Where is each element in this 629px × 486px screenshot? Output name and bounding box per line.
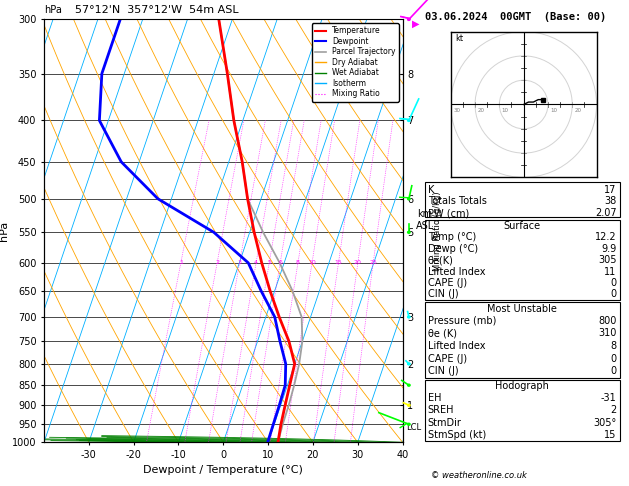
Text: 25: 25 [369, 260, 377, 265]
Text: 20: 20 [354, 260, 362, 265]
Text: 30: 30 [453, 108, 460, 113]
Text: CIN (J): CIN (J) [428, 289, 459, 299]
Text: 0: 0 [610, 289, 616, 299]
Text: 305: 305 [598, 255, 616, 265]
Text: 4: 4 [254, 260, 258, 265]
Text: 0: 0 [610, 354, 616, 364]
Text: 0: 0 [610, 366, 616, 376]
Text: Lifted Index: Lifted Index [428, 266, 485, 277]
Text: 800: 800 [598, 316, 616, 326]
Text: 8: 8 [296, 260, 300, 265]
Text: 10: 10 [502, 108, 509, 113]
Text: Pressure (mb): Pressure (mb) [428, 316, 496, 326]
Text: 6: 6 [278, 260, 282, 265]
Text: StmDir: StmDir [428, 417, 462, 428]
Text: 17: 17 [604, 185, 616, 195]
Text: ▶: ▶ [412, 18, 420, 28]
Legend: Temperature, Dewpoint, Parcel Trajectory, Dry Adiabat, Wet Adiabat, Isotherm, Mi: Temperature, Dewpoint, Parcel Trajectory… [311, 23, 399, 102]
Text: 305°: 305° [593, 417, 616, 428]
Text: Lifted Index: Lifted Index [428, 341, 485, 351]
Text: SREH: SREH [428, 405, 454, 416]
Text: 10: 10 [550, 108, 557, 113]
Text: 15: 15 [335, 260, 342, 265]
Text: 1: 1 [179, 260, 183, 265]
Text: θe (K): θe (K) [428, 329, 457, 338]
Text: 0: 0 [610, 278, 616, 288]
Text: 20: 20 [575, 108, 582, 113]
Text: 9.9: 9.9 [601, 244, 616, 254]
Text: Totals Totals: Totals Totals [428, 196, 487, 207]
Text: kt: kt [455, 35, 464, 43]
Text: EH: EH [428, 393, 441, 403]
Text: 310: 310 [598, 329, 616, 338]
Text: 12.2: 12.2 [595, 232, 616, 243]
Text: K: K [428, 185, 434, 195]
Text: 2: 2 [610, 405, 616, 416]
Text: Dewp (°C): Dewp (°C) [428, 244, 478, 254]
Text: -31: -31 [601, 393, 616, 403]
Text: 3: 3 [238, 260, 242, 265]
X-axis label: Dewpoint / Temperature (°C): Dewpoint / Temperature (°C) [143, 466, 303, 475]
Text: LCL: LCL [406, 423, 421, 433]
Text: 20: 20 [477, 108, 484, 113]
Text: 5: 5 [267, 260, 271, 265]
Y-axis label: hPa: hPa [0, 221, 9, 241]
Text: CAPE (J): CAPE (J) [428, 278, 467, 288]
Text: 03.06.2024  00GMT  (Base: 00): 03.06.2024 00GMT (Base: 00) [425, 12, 606, 22]
Text: hPa: hPa [44, 4, 62, 15]
Text: θe(K): θe(K) [428, 255, 454, 265]
Text: StmSpd (kt): StmSpd (kt) [428, 430, 486, 440]
Y-axis label: km
ASL: km ASL [416, 209, 434, 231]
Text: Mixing Ratio (g/kg): Mixing Ratio (g/kg) [433, 191, 442, 271]
Text: 11: 11 [604, 266, 616, 277]
Text: 8: 8 [610, 341, 616, 351]
Text: CIN (J): CIN (J) [428, 366, 459, 376]
Text: 10: 10 [308, 260, 316, 265]
Text: 2: 2 [215, 260, 219, 265]
Text: Hodograph: Hodograph [495, 382, 549, 391]
Text: Most Unstable: Most Unstable [487, 304, 557, 313]
Text: Temp (°C): Temp (°C) [428, 232, 476, 243]
Text: 57°12'N  357°12'W  54m ASL: 57°12'N 357°12'W 54m ASL [75, 4, 239, 15]
Text: PW (cm): PW (cm) [428, 208, 469, 218]
Text: CAPE (J): CAPE (J) [428, 354, 467, 364]
Text: Surface: Surface [503, 221, 541, 231]
Text: 38: 38 [604, 196, 616, 207]
Text: 15: 15 [604, 430, 616, 440]
Text: 2.07: 2.07 [595, 208, 616, 218]
Text: © weatheronline.co.uk: © weatheronline.co.uk [431, 471, 526, 480]
